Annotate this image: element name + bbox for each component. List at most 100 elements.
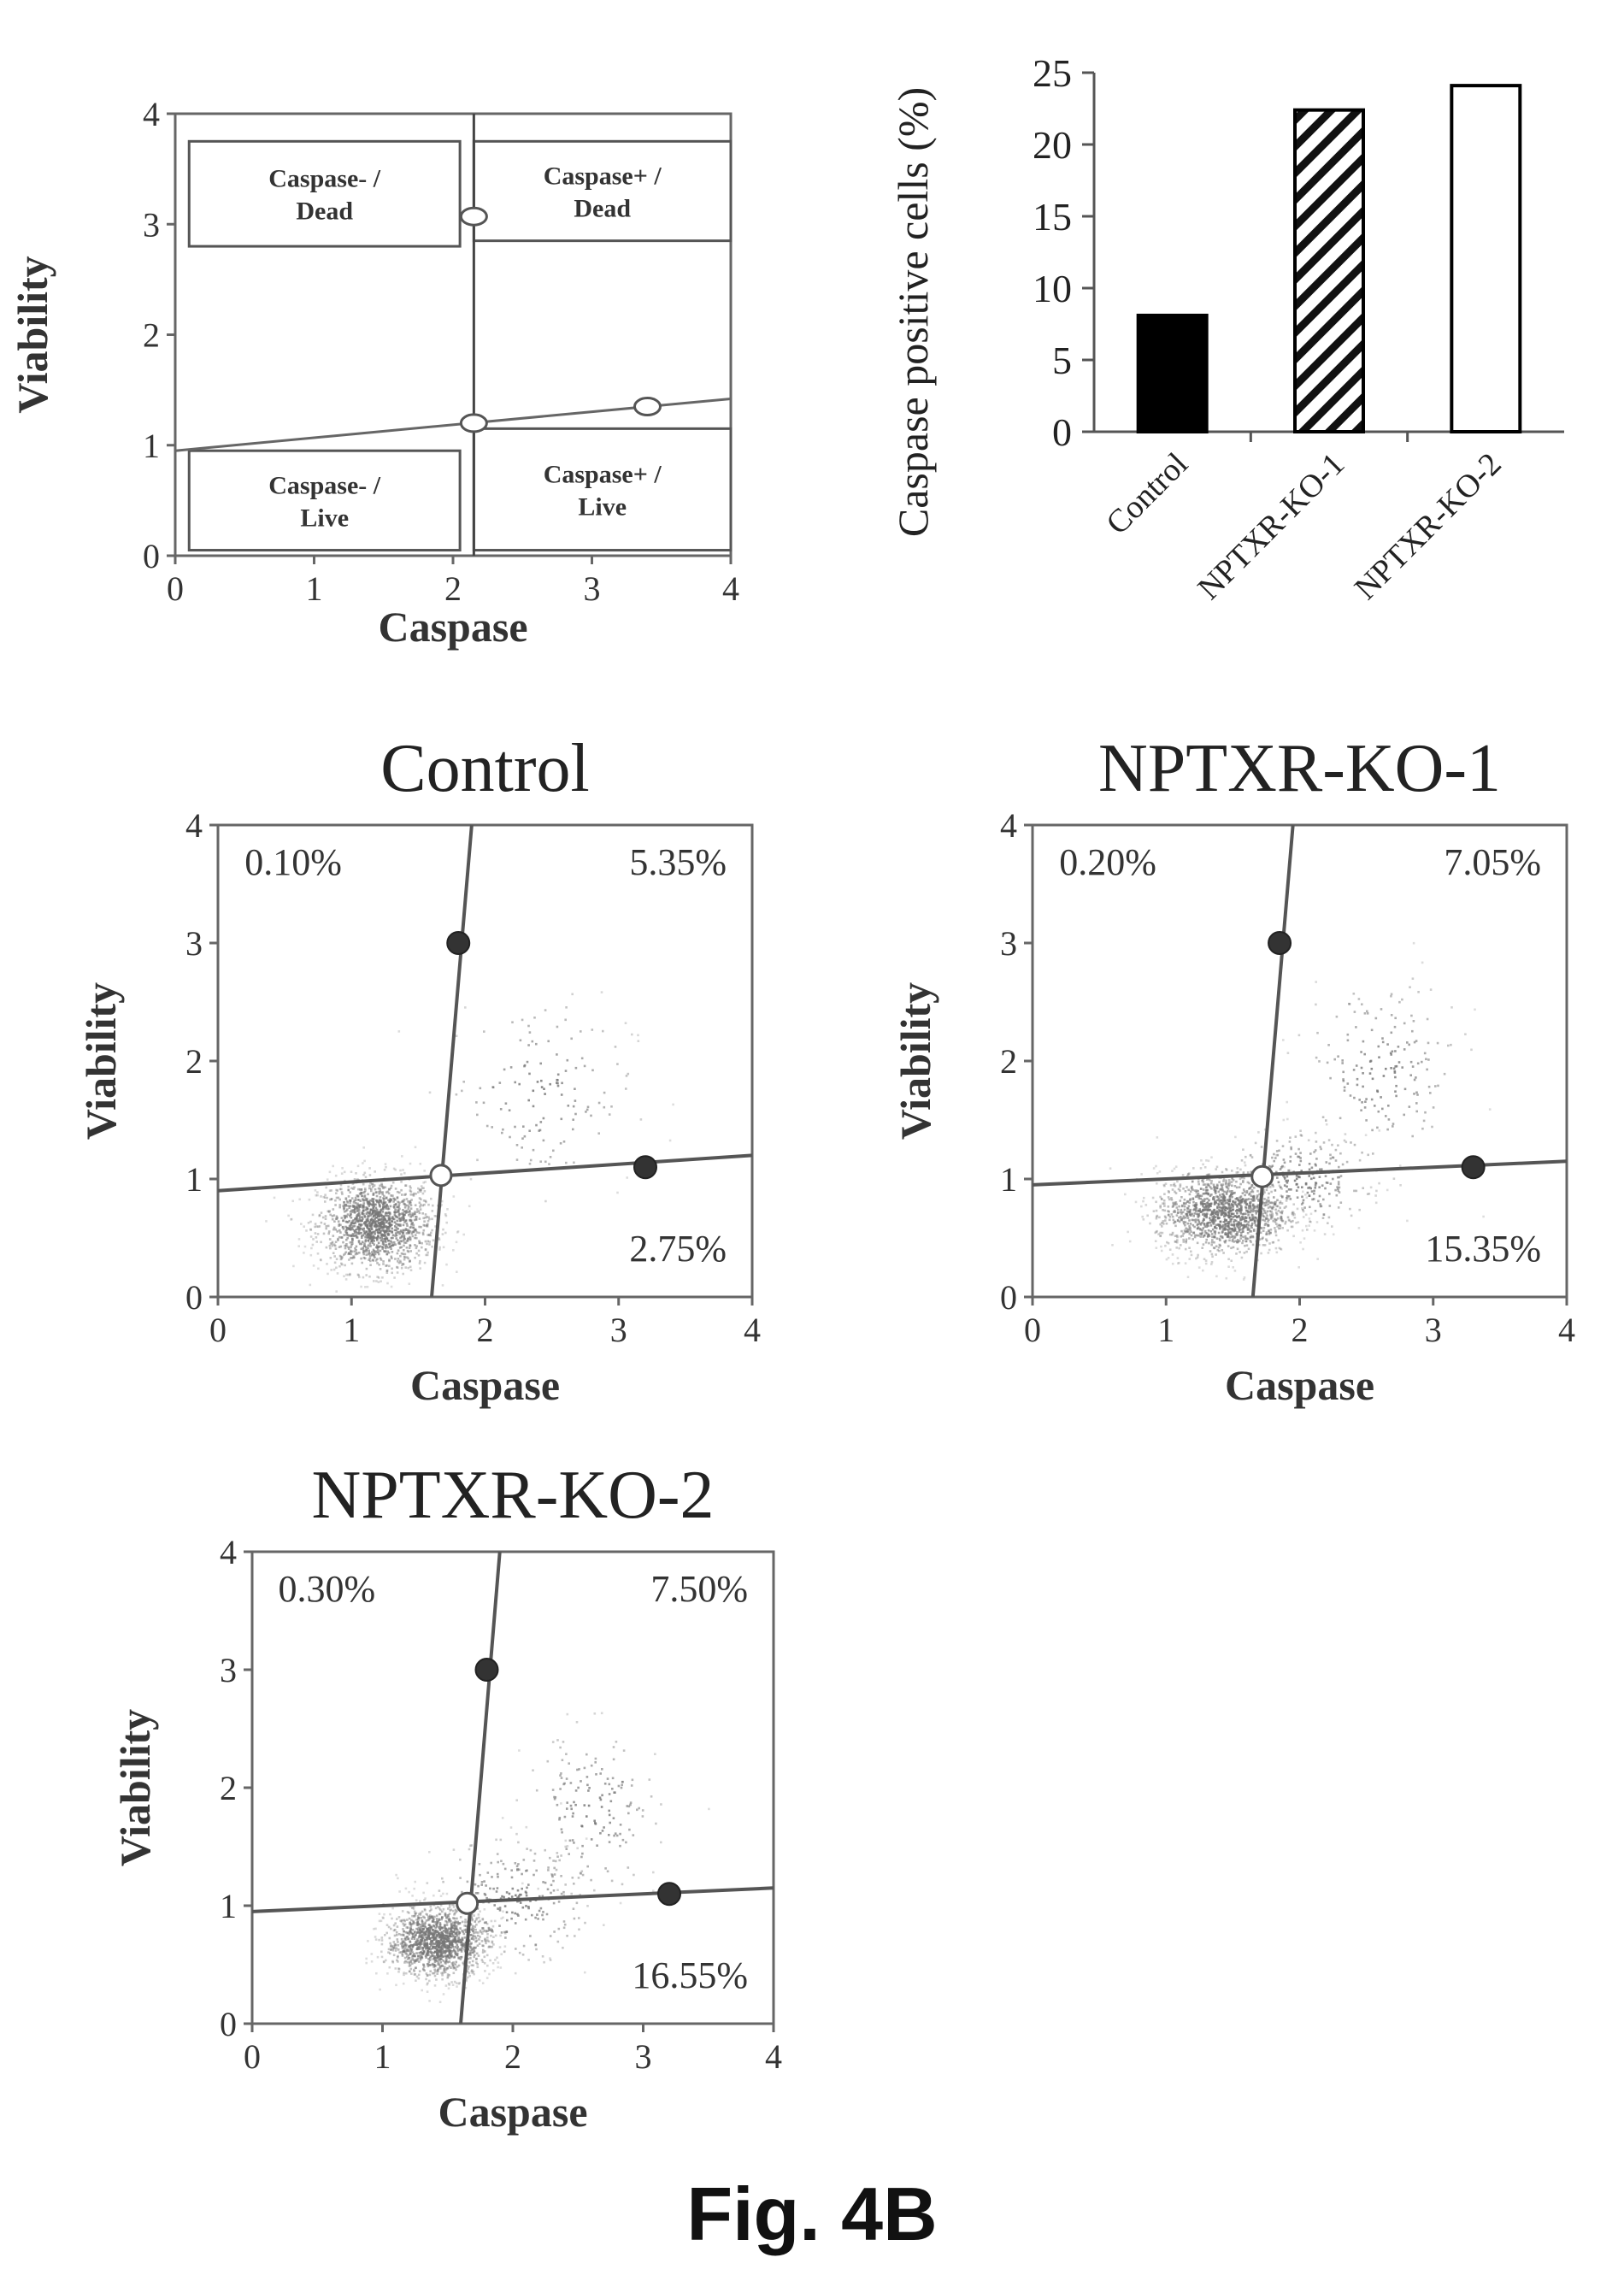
event-dot [400, 1951, 403, 1954]
event-dot [385, 1204, 388, 1207]
event-dot [1256, 1204, 1260, 1206]
event-dot [416, 1940, 420, 1942]
event-dot [496, 1853, 499, 1855]
event-dot [1162, 1183, 1166, 1187]
event-dot [367, 1219, 369, 1223]
event-dot [441, 1941, 444, 1943]
event-dot [1378, 1129, 1381, 1132]
event-dot [1397, 1046, 1400, 1048]
event-dot [1309, 1221, 1312, 1223]
event-dot [441, 1977, 444, 1981]
event-dot [360, 1227, 362, 1230]
event-dot [1251, 1199, 1254, 1202]
event-dot [1325, 1119, 1327, 1122]
event-dot [1188, 1172, 1191, 1175]
event-dot [1281, 1219, 1284, 1223]
event-dot [482, 1930, 485, 1933]
event-dot [372, 1219, 375, 1222]
event-dot [368, 1233, 371, 1236]
event-dot [1203, 1198, 1206, 1200]
event-dot [356, 1202, 359, 1205]
event-dot [481, 1918, 485, 1920]
event-dot [469, 1946, 473, 1949]
event-dot [1269, 1186, 1272, 1188]
event-dot [450, 1930, 454, 1933]
event-dot [402, 1209, 404, 1211]
event-dot [1280, 1218, 1283, 1222]
event-dot [514, 1125, 516, 1129]
event-dot [1292, 1211, 1294, 1214]
event-dot [1218, 1209, 1221, 1211]
event-dot [435, 1918, 438, 1920]
event-dot [492, 1887, 495, 1890]
event-dot [571, 1877, 574, 1879]
event-dot [565, 1848, 568, 1850]
event-dot [1277, 1223, 1280, 1227]
event-dot [464, 1930, 468, 1933]
event-dot [1193, 1212, 1197, 1215]
event-dot [1251, 1190, 1255, 1194]
event-dot [342, 1241, 344, 1244]
event-dot [399, 1169, 402, 1172]
event-dot [1244, 1219, 1248, 1223]
event-dot [403, 1199, 406, 1201]
event-dot [415, 1919, 418, 1921]
event-dot [377, 1224, 380, 1228]
event-dot [609, 1800, 613, 1803]
event-dot [456, 1923, 460, 1925]
event-dot [1244, 1244, 1246, 1247]
event-dot [1220, 1188, 1222, 1191]
event-dot [472, 1964, 474, 1967]
event-dot [376, 1955, 380, 1959]
event-dot [413, 1968, 415, 1972]
event-dot [1206, 1182, 1209, 1186]
event-dot [1174, 1241, 1177, 1243]
event-dot [373, 1184, 376, 1187]
event-dot [1228, 1199, 1231, 1203]
event-dot [1312, 1176, 1315, 1180]
event-dot [378, 1215, 381, 1218]
event-dot [393, 1229, 397, 1232]
event-dot [438, 1933, 440, 1936]
event-dot [380, 1919, 383, 1923]
event-dot [455, 1093, 458, 1096]
event-dot [404, 1184, 407, 1187]
event-dot [452, 1934, 455, 1936]
event-dot [1183, 1229, 1186, 1232]
event-dot [1182, 1217, 1185, 1220]
event-dot [386, 1190, 390, 1194]
event-dot [514, 1081, 516, 1084]
event-dot [428, 1929, 432, 1932]
event-dot [442, 1945, 445, 1948]
event-dot [391, 1945, 393, 1948]
event-dot [436, 1930, 438, 1933]
event-dot [1213, 1211, 1215, 1214]
event-dot [1205, 1215, 1208, 1217]
event-dot [332, 1226, 336, 1229]
event-dot [399, 1240, 402, 1242]
event-dot [387, 1222, 391, 1225]
event-dot [593, 1889, 596, 1892]
event-dot [372, 1194, 375, 1196]
event-dot [387, 1246, 390, 1249]
event-dot [481, 1951, 485, 1954]
event-dot [469, 1933, 473, 1936]
event-dot [428, 1233, 431, 1236]
event-dot [1299, 1134, 1303, 1136]
event-dot [1187, 1211, 1190, 1214]
event-dot [1415, 1110, 1418, 1113]
event-dot [1175, 1241, 1179, 1244]
event-dot [309, 1235, 313, 1238]
event-dot [1328, 1193, 1331, 1195]
event-dot [1425, 1058, 1427, 1061]
event-dot [444, 1929, 447, 1932]
event-dot [391, 1960, 394, 1963]
event-dot [1227, 1229, 1230, 1232]
event-dot [1278, 1247, 1281, 1250]
event-dot [409, 1162, 412, 1165]
event-dot [1291, 1212, 1294, 1215]
event-dot [347, 1188, 350, 1192]
event-dot [303, 1225, 305, 1228]
event-dot [419, 1900, 421, 1903]
quadrant-label-line1: Caspase- / [268, 471, 381, 499]
